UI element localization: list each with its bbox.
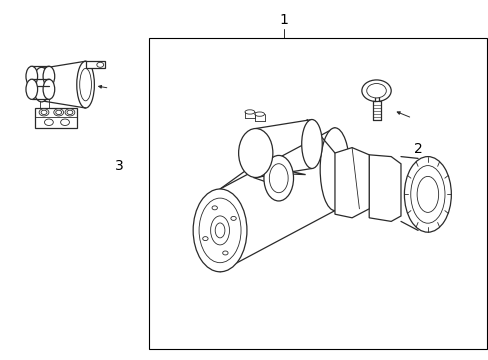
Ellipse shape: [193, 189, 246, 272]
Polygon shape: [267, 171, 305, 176]
Ellipse shape: [410, 166, 444, 223]
Circle shape: [203, 237, 208, 240]
Circle shape: [65, 109, 75, 116]
Ellipse shape: [43, 66, 55, 86]
Ellipse shape: [77, 61, 94, 108]
Ellipse shape: [199, 198, 241, 263]
Circle shape: [212, 206, 217, 210]
Circle shape: [366, 84, 386, 98]
Circle shape: [230, 216, 236, 220]
Polygon shape: [334, 148, 368, 218]
Circle shape: [39, 109, 49, 116]
Ellipse shape: [269, 164, 287, 193]
Text: 2: 2: [413, 143, 422, 156]
Ellipse shape: [254, 112, 264, 116]
Polygon shape: [85, 61, 105, 68]
Circle shape: [361, 80, 390, 102]
Polygon shape: [37, 77, 51, 88]
Ellipse shape: [320, 128, 349, 211]
Text: 1: 1: [279, 13, 287, 27]
Ellipse shape: [404, 157, 450, 232]
Ellipse shape: [26, 79, 38, 99]
Circle shape: [44, 119, 53, 126]
Circle shape: [222, 251, 227, 255]
Ellipse shape: [244, 110, 254, 114]
Polygon shape: [253, 171, 288, 185]
Circle shape: [97, 62, 103, 67]
Circle shape: [54, 109, 63, 116]
Ellipse shape: [43, 79, 55, 99]
Text: 3: 3: [115, 159, 124, 172]
Ellipse shape: [301, 120, 322, 168]
Ellipse shape: [33, 67, 50, 102]
Ellipse shape: [264, 156, 293, 201]
Circle shape: [56, 110, 61, 114]
Polygon shape: [368, 155, 400, 221]
Polygon shape: [36, 108, 77, 128]
Ellipse shape: [238, 129, 272, 177]
Ellipse shape: [215, 223, 224, 238]
Ellipse shape: [26, 66, 38, 86]
Ellipse shape: [416, 176, 438, 212]
Circle shape: [67, 110, 73, 114]
Ellipse shape: [80, 68, 91, 101]
Circle shape: [41, 110, 47, 114]
Ellipse shape: [210, 216, 229, 245]
Circle shape: [61, 119, 69, 126]
Bar: [149, 38, 486, 349]
